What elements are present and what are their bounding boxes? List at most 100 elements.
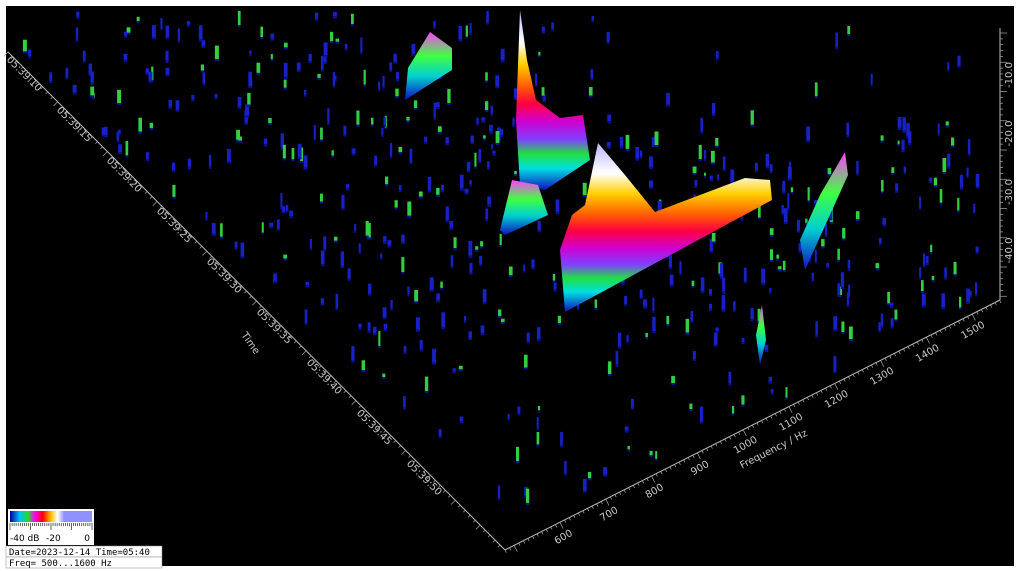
speck [368, 322, 371, 331]
speck [856, 161, 858, 174]
speck-base [770, 235, 774, 237]
speck [470, 263, 473, 273]
speck-base [428, 191, 431, 193]
speck-base [117, 140, 120, 142]
speck-base [782, 213, 784, 215]
speck [468, 331, 472, 338]
speck [66, 68, 69, 78]
speck [841, 272, 844, 287]
speck [542, 87, 545, 96]
speck [283, 145, 286, 159]
speck-base [384, 125, 386, 127]
speck [607, 142, 611, 147]
speck [537, 417, 539, 428]
speck-base [934, 185, 937, 187]
speck [891, 167, 894, 173]
speck [815, 250, 817, 262]
speck [315, 13, 318, 19]
speck-base [424, 142, 427, 144]
speck [626, 135, 630, 149]
speck [652, 298, 654, 312]
speck-base [352, 153, 356, 155]
speck-base [238, 141, 242, 143]
speck [930, 245, 932, 252]
speck-base [821, 246, 825, 248]
speck [704, 150, 706, 159]
speck-base [309, 61, 312, 63]
speck-base [76, 40, 78, 42]
speck-base [178, 41, 180, 43]
speck-base [118, 152, 122, 154]
speck [447, 89, 450, 103]
speck [498, 309, 501, 316]
speck [496, 131, 500, 143]
speck-base [478, 161, 481, 163]
speck-base [368, 331, 371, 333]
speck-base [542, 96, 545, 98]
speck [537, 432, 540, 444]
speck-base [723, 169, 726, 171]
speck [476, 118, 478, 124]
speck [640, 151, 642, 157]
speck [976, 247, 979, 252]
speck-base [215, 59, 219, 61]
speck [787, 193, 789, 208]
speck-base [371, 125, 374, 127]
speck [138, 118, 142, 132]
speck-base [693, 359, 696, 361]
speck [558, 316, 561, 323]
speck-base [722, 310, 726, 312]
speck-base [628, 449, 630, 451]
speck [821, 239, 825, 246]
speck-base [755, 170, 758, 172]
speck [215, 46, 219, 60]
speck-base [710, 251, 713, 253]
speck [628, 446, 630, 450]
speck-base [284, 77, 288, 79]
speck [691, 311, 694, 321]
speck [124, 54, 128, 60]
speck [666, 93, 670, 105]
speck [689, 404, 692, 410]
speck [486, 11, 489, 23]
speck [393, 54, 396, 62]
speck-base [333, 16, 337, 18]
speck [650, 451, 653, 456]
speck-base [336, 308, 339, 310]
speck [474, 153, 476, 167]
speck [788, 167, 792, 179]
speck [430, 277, 434, 289]
speck [655, 451, 657, 459]
level-tick-label: -20.0 [1004, 121, 1015, 147]
speck [76, 27, 78, 39]
speck [227, 149, 231, 161]
speck-base [501, 60, 505, 62]
speck [943, 158, 947, 172]
speck-base [608, 374, 612, 376]
speck [368, 284, 371, 294]
speck [890, 303, 893, 306]
speck [345, 44, 348, 49]
speck-base [327, 123, 329, 125]
colorbar: -40 dB -20 0 [8, 509, 94, 545]
speck-base [414, 301, 418, 303]
speck [395, 89, 398, 97]
speck-base [797, 231, 800, 233]
speck [751, 110, 754, 125]
speck-base [895, 320, 898, 322]
speck-base [890, 306, 893, 308]
speck [700, 407, 703, 422]
speck-base [766, 166, 770, 168]
speck [419, 192, 423, 197]
speck [282, 206, 285, 211]
speck [524, 355, 528, 368]
speck [720, 263, 723, 277]
speck [284, 43, 288, 48]
speck-base [947, 69, 949, 71]
speck-base [304, 168, 308, 170]
speck [215, 94, 218, 98]
speck [699, 145, 702, 159]
speck [321, 56, 324, 70]
speck-base [666, 324, 669, 326]
speck [495, 75, 499, 86]
